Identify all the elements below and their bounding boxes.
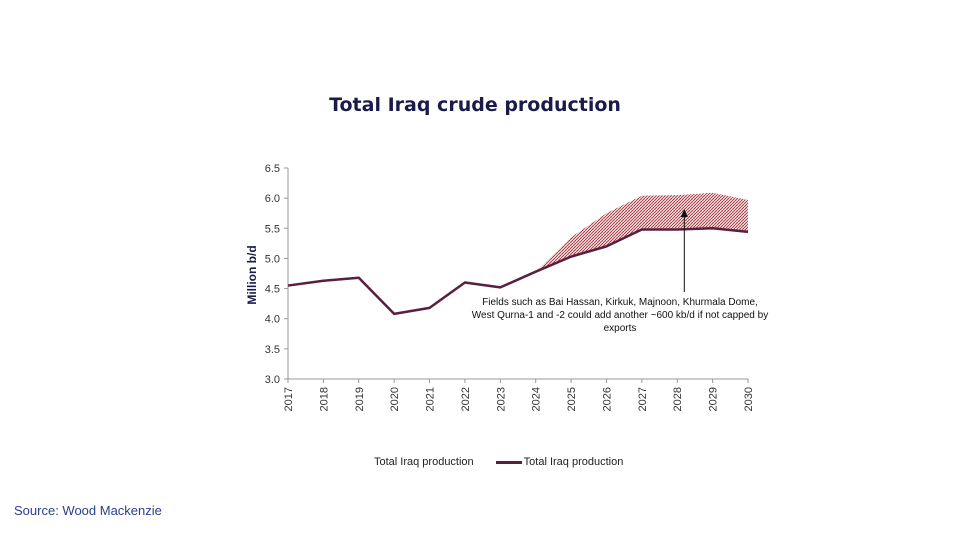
chart-title: Total Iraq crude production — [329, 94, 621, 116]
x-tick-label: 2024 — [531, 387, 543, 411]
y-tick-label: 4.5 — [265, 284, 280, 296]
annotation-arrowhead — [680, 209, 688, 217]
upside-potential-area — [535, 192, 748, 272]
y-tick-label: 4.0 — [265, 314, 280, 326]
y-tick-label: 6.0 — [265, 193, 280, 205]
source-note: Source: Wood Mackenzie — [14, 503, 162, 518]
x-tick-label: 2019 — [354, 387, 366, 411]
x-tick-label: 2017 — [283, 387, 295, 411]
series-line-total-iraq-production — [287, 227, 749, 316]
x-tick-label: 2025 — [566, 387, 578, 411]
x-tick-label: 2030 — [743, 387, 755, 411]
y-tick-label: 3.0 — [265, 374, 280, 386]
legend-item-line: Total Iraq production — [523, 456, 624, 468]
y-axis-label: Million b/d — [245, 245, 259, 305]
x-tick-label: 2028 — [672, 387, 684, 411]
x-tick-label: 2027 — [637, 387, 649, 411]
y-tick-label: 3.5 — [265, 344, 280, 356]
y-tick-label: 6.5 — [265, 163, 280, 175]
y-tick-label: 5.5 — [265, 223, 280, 235]
x-tick-label: 2021 — [425, 387, 437, 411]
x-tick-label: 2029 — [708, 387, 720, 411]
x-tick-label: 2026 — [601, 387, 613, 411]
legend: Total Iraq production Total Iraq product… — [374, 456, 623, 468]
x-tick-label: 2023 — [495, 387, 507, 411]
chart-annotation: Fields such as Bai Hassan, Kirkuk, Majno… — [471, 297, 769, 334]
legend-item-area: Total Iraq production — [374, 456, 474, 468]
x-tick-label: 2022 — [460, 387, 472, 411]
legend-line-swatch — [495, 460, 522, 464]
x-tick-label: 2020 — [389, 387, 401, 411]
y-tick-label: 5.0 — [265, 253, 280, 265]
x-tick-label: 2018 — [318, 387, 330, 411]
